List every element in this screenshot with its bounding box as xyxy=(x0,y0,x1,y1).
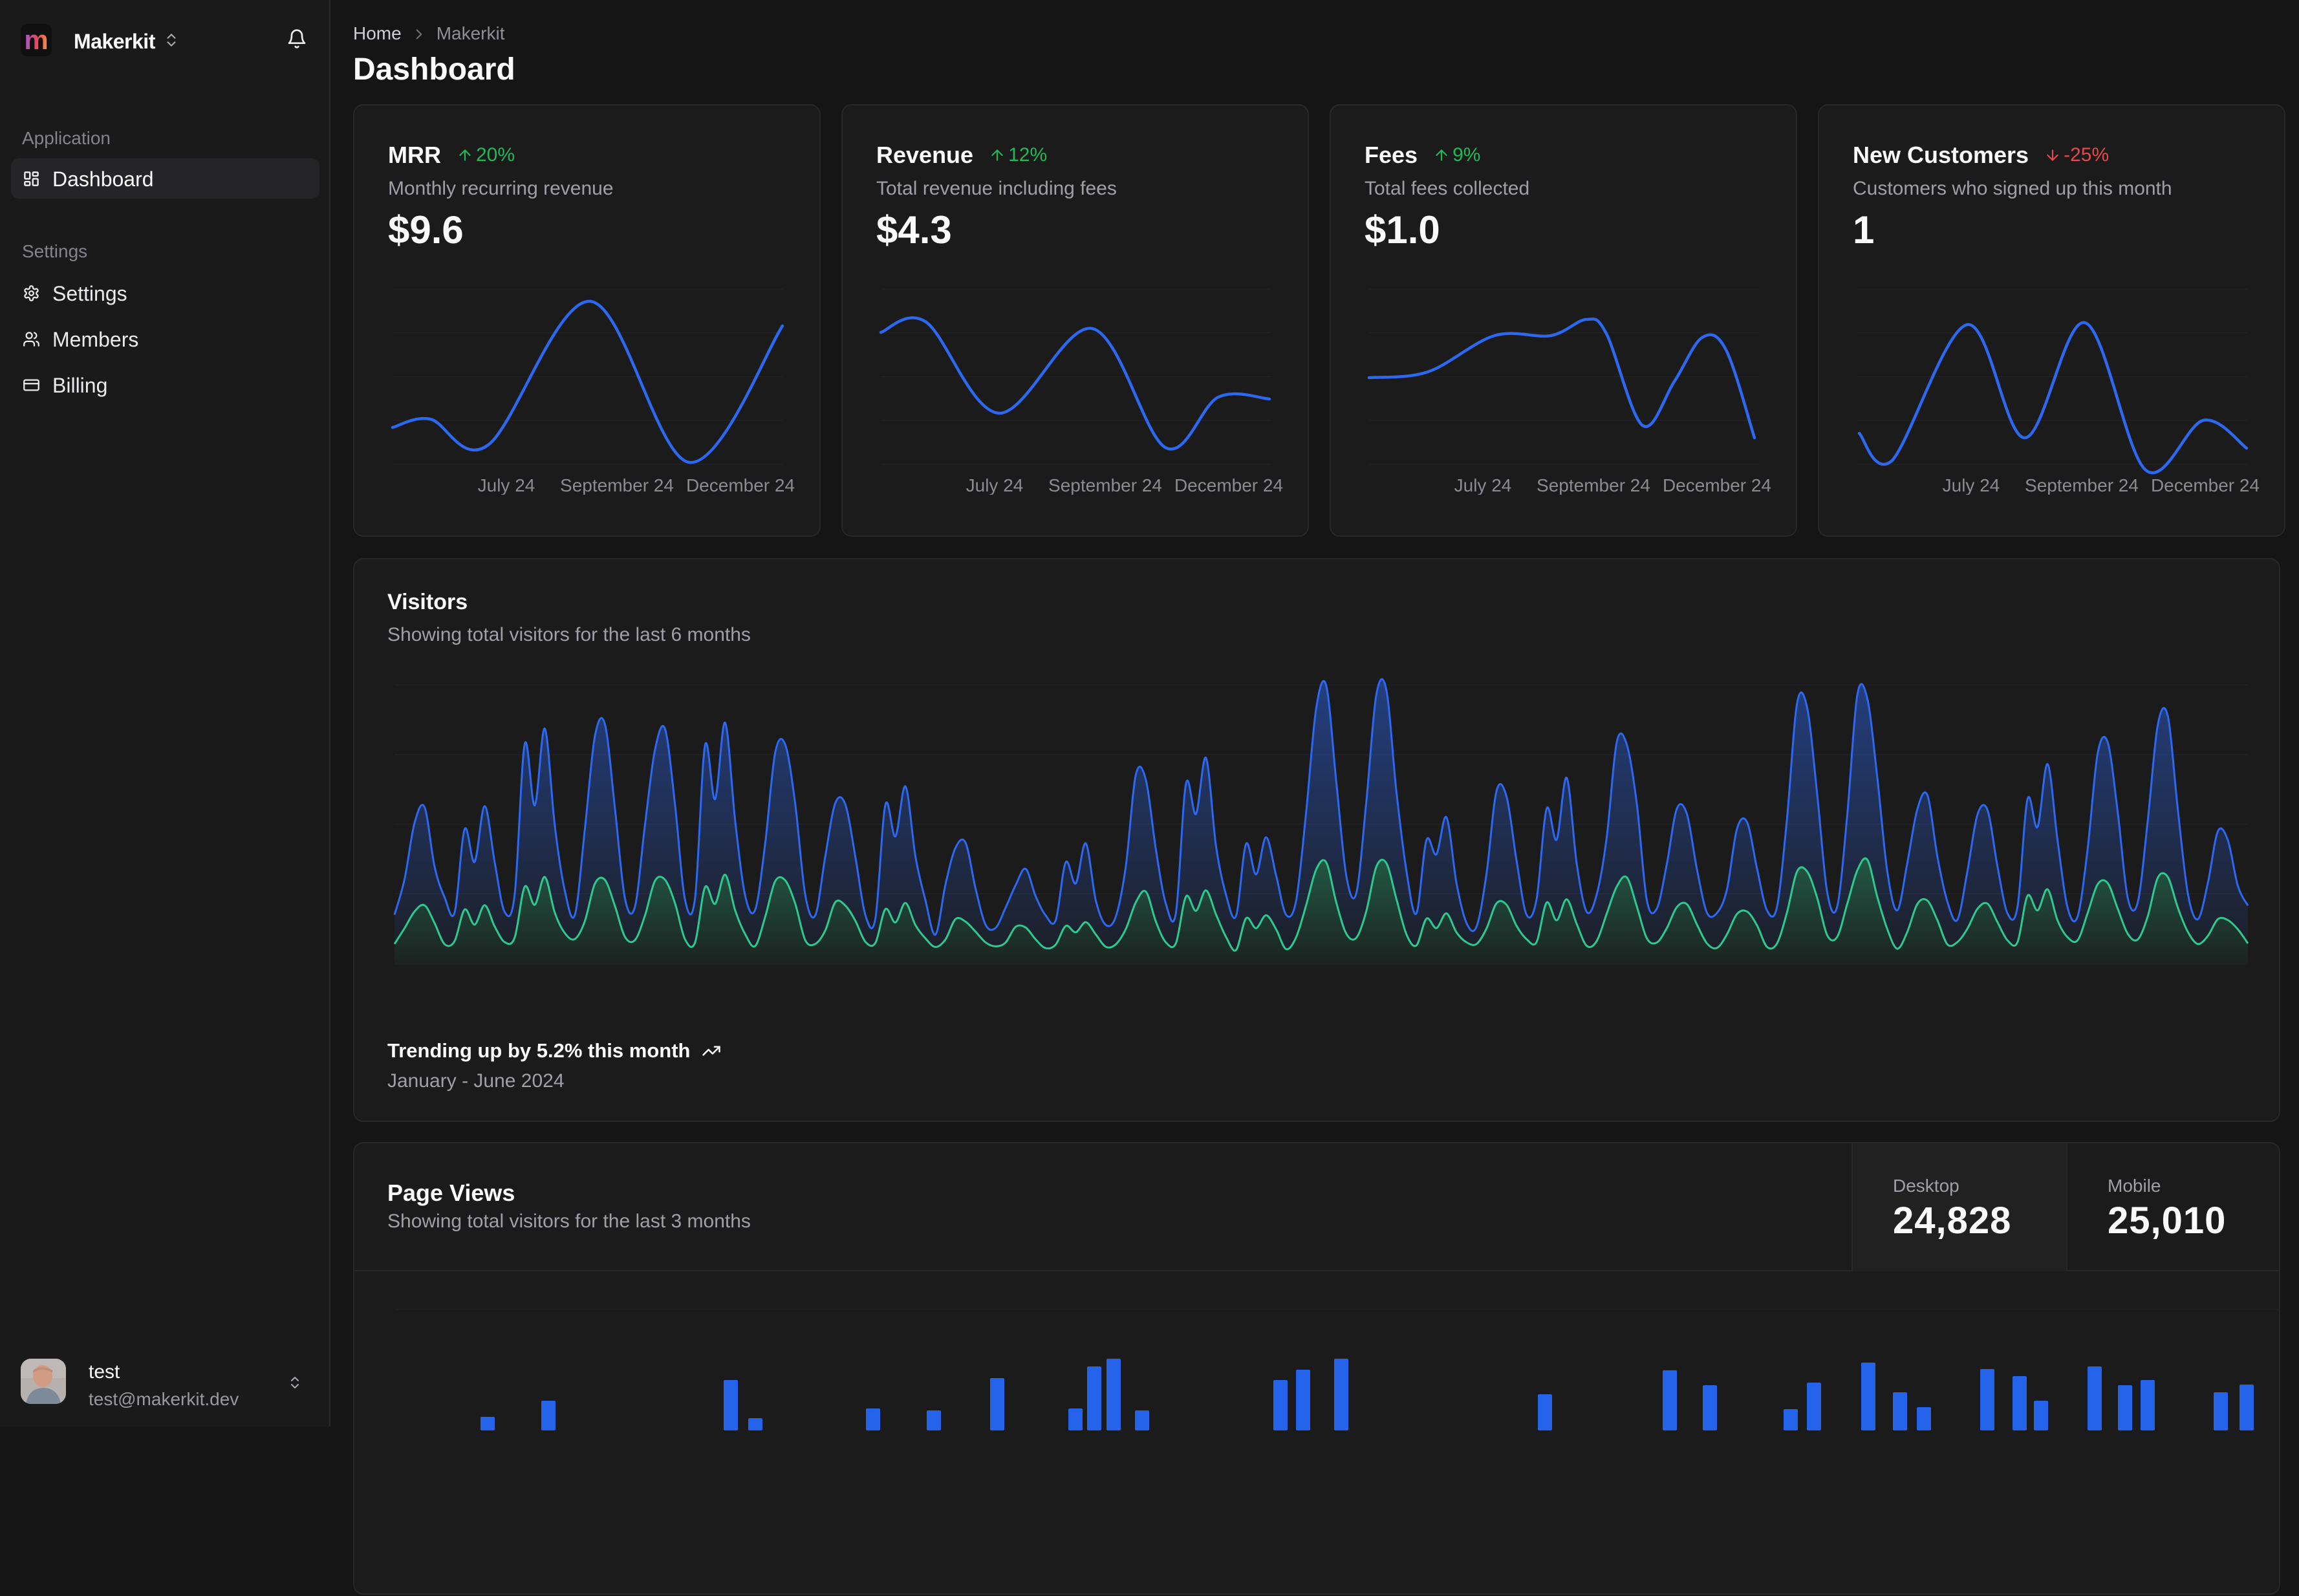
svg-text:September 24: September 24 xyxy=(1048,475,1162,495)
svg-text:December 24: December 24 xyxy=(686,475,795,495)
svg-text:September 24: September 24 xyxy=(1537,475,1650,495)
svg-text:September 24: September 24 xyxy=(560,475,674,495)
svg-text:December 24: December 24 xyxy=(1174,475,1283,495)
svg-text:July 24: July 24 xyxy=(1943,475,2000,495)
svg-text:December 24: December 24 xyxy=(2151,475,2260,495)
svg-text:December 24: December 24 xyxy=(1663,475,1771,495)
svg-text:September 24: September 24 xyxy=(2025,475,2139,495)
svg-text:July 24: July 24 xyxy=(966,475,1024,495)
svg-text:July 24: July 24 xyxy=(1454,475,1512,495)
svg-text:July 24: July 24 xyxy=(478,475,535,495)
